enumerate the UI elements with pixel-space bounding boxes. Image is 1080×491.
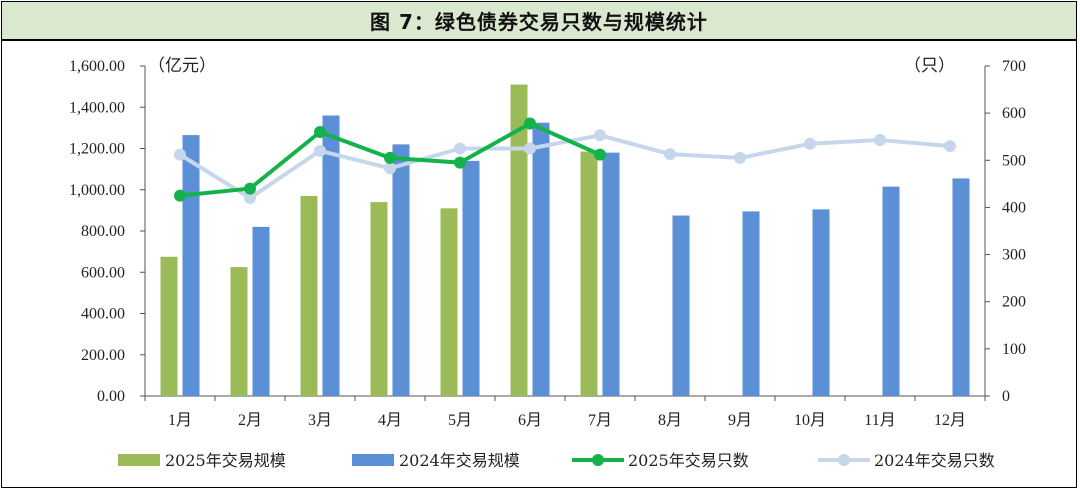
bar-2025 bbox=[510, 84, 528, 396]
x-axis-tick-label: 4月 bbox=[378, 412, 402, 429]
axes-group: 0.00 200.00 400.00 600.00 800.00 1,000.00 1,20… bbox=[69, 58, 1026, 429]
x-axis-tick-label: 3月 bbox=[308, 412, 332, 429]
bar-2024 bbox=[532, 122, 550, 396]
bar-2025 bbox=[370, 202, 388, 396]
x-axis-tick-label: 8月 bbox=[658, 412, 682, 429]
point-2024 bbox=[594, 129, 606, 142]
point-2025 bbox=[454, 156, 466, 169]
x-axis-tick-label: 2月 bbox=[238, 412, 262, 429]
right-axis-tick-label: 400 bbox=[1002, 199, 1026, 216]
bar-2024 bbox=[602, 152, 620, 396]
left-axis-tick-label: 1,200.00 bbox=[69, 141, 125, 158]
point-2024 bbox=[734, 151, 746, 164]
right-axis-tick-label: 100 bbox=[1002, 341, 1026, 358]
bar-2024 bbox=[882, 186, 900, 396]
legend-label-2025-bar: 2025年交易规模 bbox=[165, 451, 286, 470]
bar-2024 bbox=[182, 135, 200, 396]
bar-2024 bbox=[812, 209, 830, 396]
x-axis-tick-label: 9月 bbox=[728, 412, 752, 429]
point-2025 bbox=[524, 117, 536, 130]
point-2024 bbox=[314, 144, 326, 157]
bars-group bbox=[160, 84, 970, 396]
legend-label-2024-line: 2024年交易只数 bbox=[874, 451, 995, 470]
x-axis-tick-label: 10月 bbox=[794, 412, 826, 429]
left-axis-tick-label: 200.00 bbox=[81, 347, 125, 364]
legend-group: 2025年交易规模 2024年交易规模 2025年交易只数 2024年交易只数 bbox=[118, 451, 995, 470]
point-2024 bbox=[384, 162, 396, 175]
chart-title: 图 7：绿色债券交易只数与规模统计 bbox=[370, 10, 708, 34]
point-2024 bbox=[524, 142, 536, 155]
right-axis-tick-label: 500 bbox=[1002, 152, 1026, 169]
bar-2024 bbox=[952, 178, 970, 396]
x-axis-tick-label: 11月 bbox=[864, 412, 895, 429]
legend-swatch-2025-bar bbox=[118, 454, 160, 466]
bar-2024 bbox=[672, 215, 690, 396]
chart-title-bar: 图 7：绿色债券交易只数与规模统计 bbox=[2, 2, 1076, 41]
bar-2025 bbox=[580, 151, 598, 396]
left-axis-unit-label: （亿元） bbox=[148, 56, 216, 76]
bar-2024 bbox=[322, 115, 340, 396]
bar-2024 bbox=[252, 226, 270, 396]
bar-2025 bbox=[230, 267, 248, 396]
right-axis-tick-label: 300 bbox=[1002, 247, 1026, 264]
left-axis-tick-label: 0.00 bbox=[97, 388, 125, 405]
legend-label-2025-line: 2025年交易只数 bbox=[628, 451, 749, 470]
left-axis-tick-label: 1,600.00 bbox=[69, 58, 125, 75]
point-2025 bbox=[314, 126, 326, 138]
left-axis-tick-label: 1,400.00 bbox=[69, 99, 125, 116]
right-axis-unit-label: （只） bbox=[904, 56, 955, 76]
lines-group bbox=[174, 117, 956, 204]
bar-2024 bbox=[462, 160, 480, 396]
point-2025 bbox=[244, 182, 256, 195]
right-axis-tick-label: 0 bbox=[1002, 388, 1010, 405]
point-2025 bbox=[174, 189, 186, 202]
bar-2024 bbox=[392, 144, 410, 396]
point-2024 bbox=[244, 192, 256, 204]
x-axis-tick-label: 6月 bbox=[518, 412, 542, 429]
bar-2025 bbox=[440, 208, 458, 396]
right-axis-tick-label: 600 bbox=[1002, 105, 1026, 122]
point-2024 bbox=[944, 140, 956, 153]
bar-2025 bbox=[160, 256, 178, 396]
legend-swatch-marker-2025 bbox=[592, 454, 604, 466]
legend-swatch-2024-bar bbox=[352, 454, 394, 466]
legend-label-2024-bar: 2024年交易规模 bbox=[399, 451, 520, 470]
left-axis-tick-label: 800.00 bbox=[81, 223, 125, 240]
point-2024 bbox=[804, 137, 816, 150]
left-axis-tick-label: 1,000.00 bbox=[69, 182, 125, 199]
right-axis-tick-label: 700 bbox=[1002, 58, 1026, 75]
left-axis-tick-label: 400.00 bbox=[81, 306, 125, 323]
bar-2024 bbox=[742, 211, 760, 396]
x-axis-tick-label: 5月 bbox=[448, 412, 472, 429]
left-axis-tick-label: 600.00 bbox=[81, 264, 125, 281]
right-axis-tick-label: 200 bbox=[1002, 294, 1026, 311]
point-2024 bbox=[174, 148, 186, 161]
bar-2025 bbox=[300, 195, 318, 396]
x-axis-tick-label: 1月 bbox=[168, 412, 192, 429]
point-2025 bbox=[384, 151, 396, 164]
point-2024 bbox=[664, 148, 676, 161]
line-2024 bbox=[178, 133, 951, 200]
point-2024 bbox=[454, 142, 466, 155]
legend-swatch-marker-2024 bbox=[838, 454, 850, 466]
x-axis-tick-label: 7月 bbox=[588, 412, 612, 429]
point-2025 bbox=[594, 148, 606, 161]
x-axis-tick-label: 12月 bbox=[934, 412, 966, 429]
point-2024 bbox=[874, 134, 886, 147]
